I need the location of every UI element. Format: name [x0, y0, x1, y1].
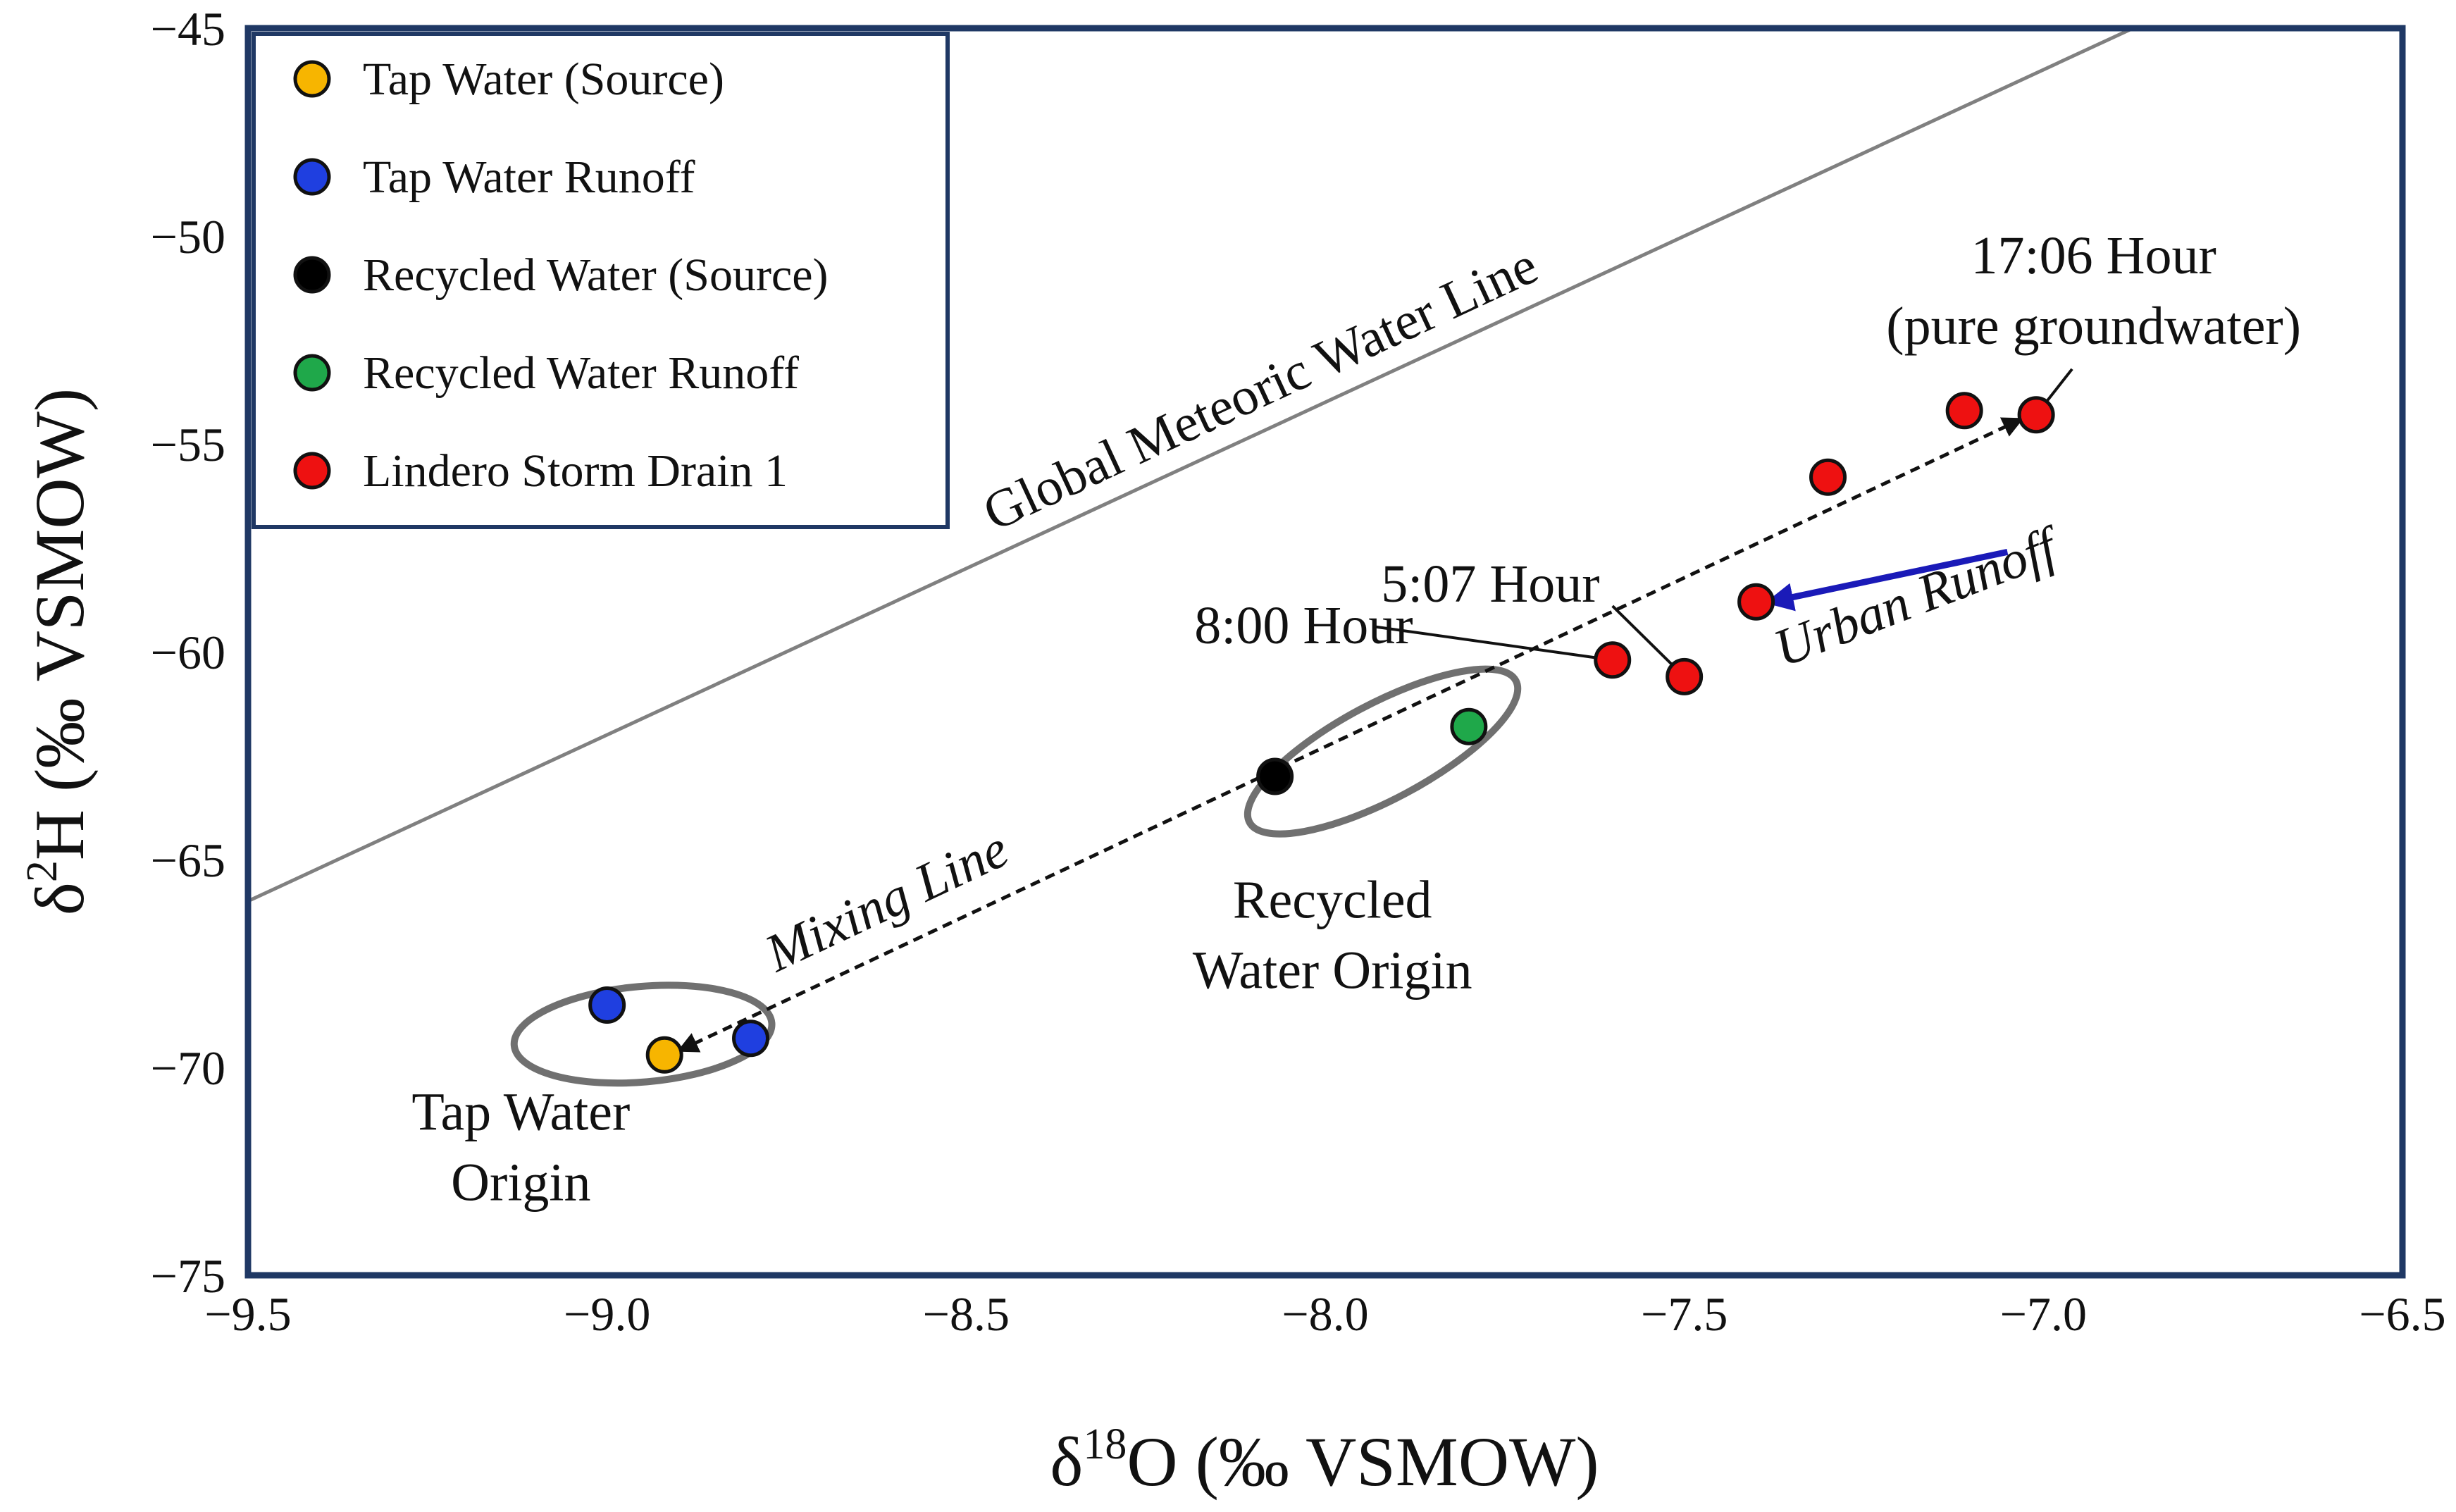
x-axis-title-symbol: δ	[1050, 1423, 1083, 1501]
urban-runoff-label: Urban Runoff	[1766, 515, 2070, 678]
hour-1706-label-line: (pure groundwater)	[1886, 297, 2301, 356]
legend-label: Recycled Water Runoff	[363, 347, 799, 399]
tap-water-origin-label: Tap Water Origin	[411, 1083, 630, 1213]
mixing-line-label: Mixing Line	[756, 819, 1017, 984]
y-tick-label: −65	[151, 834, 225, 887]
recycled-water-origin-label-line: Recycled	[1233, 871, 1432, 930]
data-point	[2017, 396, 2055, 434]
hour-1706-label-line: 17:06 Hour	[1971, 226, 2216, 285]
hour-0800-label: 8:00 Hour	[1194, 596, 1413, 655]
y-tick-label: −45	[151, 2, 225, 56]
hour-0507-label: 5:07 Hour	[1381, 554, 1599, 614]
data-point	[1737, 583, 1775, 621]
legend: Tap Water (Source) Tap Water Runoff Recycl…	[252, 32, 950, 529]
y-axis-title-symbol: δ	[20, 882, 99, 915]
x-axis-title: δ18O (‰ VSMOW)	[1050, 1420, 1599, 1501]
urban-runoff-arrow	[1765, 548, 2009, 612]
x-tick-label: −7.5	[1641, 1287, 1728, 1341]
tap-water-origin-label-line: Tap Water	[411, 1083, 630, 1142]
legend-marker	[293, 354, 331, 392]
data-point	[1945, 392, 1983, 430]
x-tick-label: −8.5	[923, 1287, 1010, 1341]
hour-0507-label-line: 5:07 Hour	[1381, 554, 1599, 614]
y-tick-label: −60	[151, 626, 225, 679]
data-point	[1666, 657, 1704, 695]
data-point	[1809, 458, 1847, 496]
x-tick-label: −7.0	[2000, 1287, 2087, 1341]
legend-marker	[293, 256, 331, 294]
axis-ticks: −9.5 −9.0 −8.5 −8.0 −7.5 −7.0 −6.5 −45 −50 −55 −60…	[151, 2, 2446, 1341]
x-tick-label: −9.5	[204, 1287, 291, 1341]
x-tick-label: −6.5	[2359, 1287, 2445, 1341]
legend-label: Recycled Water (Source)	[363, 249, 828, 301]
y-axis-title-superscript: 2	[18, 860, 66, 882]
legend-box	[252, 32, 950, 529]
plot-frame	[244, 25, 2406, 1279]
legend-label: Tap Water (Source)	[363, 54, 724, 105]
hour-0800-label-line: 8:00 Hour	[1194, 596, 1413, 655]
legend-marker	[293, 158, 331, 196]
y-tick-label: −70	[151, 1041, 225, 1095]
x-tick-label: −9.0	[564, 1287, 650, 1341]
recycled-water-origin-ellipse	[1243, 665, 1522, 838]
x-tick-label: −8.0	[1282, 1287, 1368, 1341]
y-tick-label: −75	[151, 1249, 225, 1303]
data-point	[1256, 757, 1294, 795]
data-point	[1450, 707, 1488, 745]
data-point	[1594, 641, 1632, 679]
y-tick-label: −55	[151, 418, 225, 471]
x-axis-title-rest: O (‰ VSMOW)	[1127, 1423, 1599, 1501]
legend-label: Lindero Storm Drain 1	[363, 445, 788, 497]
y-axis-title: δ2H (‰ VSMOW)	[18, 388, 99, 916]
legend-marker	[293, 452, 331, 490]
legend-label: Tap Water Runoff	[363, 151, 695, 203]
recycled-water-origin-label-line: Water Origin	[1193, 941, 1472, 1000]
hour-1706-label: 17:06 Hour (pure groundwater)	[1886, 226, 2301, 356]
data-point	[732, 1020, 770, 1058]
tap-water-origin-label-line: Origin	[451, 1153, 590, 1213]
hour-0800-pointer	[1375, 625, 1613, 662]
mixing-line	[676, 417, 2024, 1053]
legend-marker	[293, 60, 331, 98]
x-axis-title-superscript: 18	[1083, 1420, 1127, 1468]
y-tick-label: −50	[151, 210, 225, 264]
y-axis-title-rest: H (‰ VSMOW)	[20, 388, 99, 860]
gmwl-label: Global Meteoric Water Line	[974, 235, 1546, 543]
data-point	[588, 986, 626, 1024]
recycled-water-origin-label: Recycled Water Origin	[1193, 871, 1472, 1000]
data-point	[645, 1036, 683, 1074]
